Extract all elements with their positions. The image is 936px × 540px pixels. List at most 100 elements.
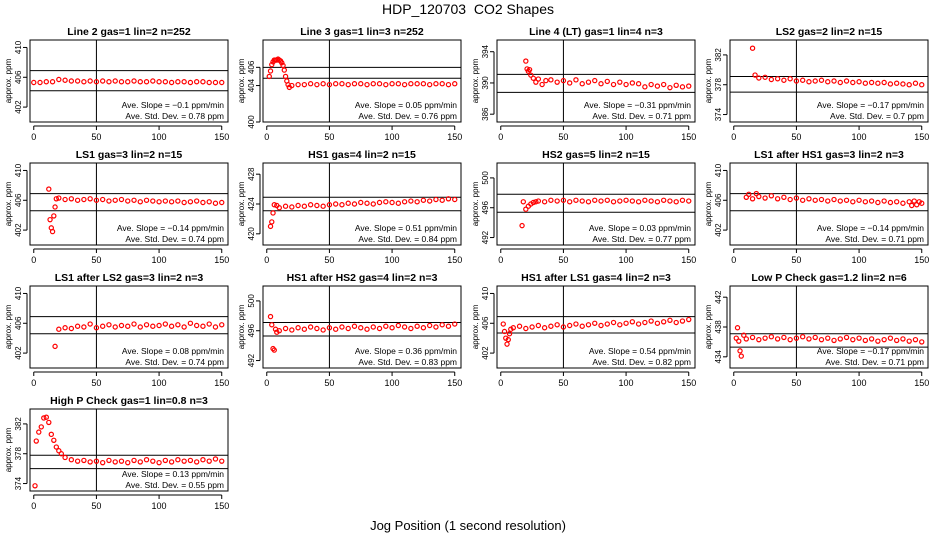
data-point [604,197,610,203]
data-point [500,321,506,327]
x-tick-label: 150 [681,255,696,265]
data-point [793,195,800,201]
data-point [193,198,200,204]
data-point [686,83,692,89]
data-point [401,324,408,330]
data-point [548,77,554,83]
y-axis-label: approx. ppm [4,58,13,103]
data-point [49,79,56,85]
y-tick-label: 438 [714,320,723,334]
data-point [793,78,800,84]
plot-frame [496,162,696,246]
data-point [68,325,75,332]
data-point [523,58,529,64]
data-point [131,78,137,84]
panel-title: HS1 after LS1 gas=4 lin=2 n=3 [521,272,671,284]
data-point [881,79,887,86]
data-point [200,79,206,85]
data-point [648,318,654,324]
data-point [812,197,818,203]
data-point [541,325,548,331]
data-point [219,79,225,86]
y-tick-label: 402 [14,100,23,114]
data-point [560,197,567,203]
data-point [46,419,52,426]
data-point [686,316,692,323]
y-axis-label: approx. ppm [237,181,246,226]
data-point [598,198,604,204]
data-point [856,79,862,85]
plot-frame [262,39,462,123]
data-point [383,199,389,205]
data-point [856,197,862,203]
data-point [752,72,758,78]
data-point [566,80,573,86]
data-point [831,337,837,344]
data-point [383,323,389,329]
data-point [74,197,81,203]
std-dev-label: Ave. Std. Dev. = 0.74 ppm [125,234,224,244]
data-point [289,204,295,210]
y-tick-label: 410 [714,163,723,177]
data-point [314,202,320,209]
data-point [900,336,906,342]
data-point [168,199,175,205]
data-point [93,79,100,85]
chart-panel: HS1 after HS2 gas=4 lin=2 n=3 approx. ppm… [237,272,462,388]
data-point [212,456,219,462]
data-point [112,197,118,203]
x-tick-label: 50 [324,378,334,388]
data-point [881,198,887,204]
data-point [301,203,308,209]
data-point [635,199,642,205]
data-point [332,81,339,87]
data-point [900,200,906,206]
x-tick-label: 100 [852,378,867,388]
chart-panel: Line 4 (LT) gas=1 lin=4 n=3 approx. ppm Av… [471,26,696,142]
data-point [48,431,55,438]
data-point [585,199,592,205]
y-tick-label: 402 [714,223,723,237]
data-point [787,336,793,343]
data-point [150,198,156,204]
data-point [280,62,286,69]
data-point [579,81,585,87]
x-tick-label: 0 [264,378,269,388]
data-point [81,457,87,464]
y-tick-label: 420 [247,227,256,241]
data-point [52,343,58,350]
panel-title: Line 3 gas=1 lin=3 n=252 [300,26,424,38]
x-tick-label: 100 [852,132,867,142]
data-point [326,202,333,208]
data-point [219,458,225,464]
data-point [667,198,673,204]
data-point [787,196,793,203]
data-point [112,459,118,465]
data-point [52,204,58,210]
data-point [345,200,351,206]
data-point [686,198,692,204]
data-point [339,324,345,330]
std-dev-label: Ave. Std. Dev. = 0.74 ppm [125,357,224,367]
x-tick-label: 100 [152,378,167,388]
data-point [93,197,100,203]
data-point [768,333,775,340]
plot-frame [29,408,229,492]
data-point [270,210,276,216]
data-point [212,324,219,330]
data-point [175,322,181,328]
data-point [875,80,881,86]
data-point [506,331,513,337]
x-tick-label: 100 [619,255,634,265]
data-point [53,196,60,202]
data-point [269,61,275,68]
data-point [635,321,642,327]
data-point [137,199,143,205]
panel-title: HS2 gas=5 lin=2 n=15 [542,149,650,161]
data-point [175,198,181,204]
panel-title: LS2 gas=2 lin=2 n=15 [776,26,883,38]
y-tick-label: 410 [481,286,490,300]
data-point [679,84,686,90]
plot-frame [496,39,696,123]
data-point [887,335,894,341]
